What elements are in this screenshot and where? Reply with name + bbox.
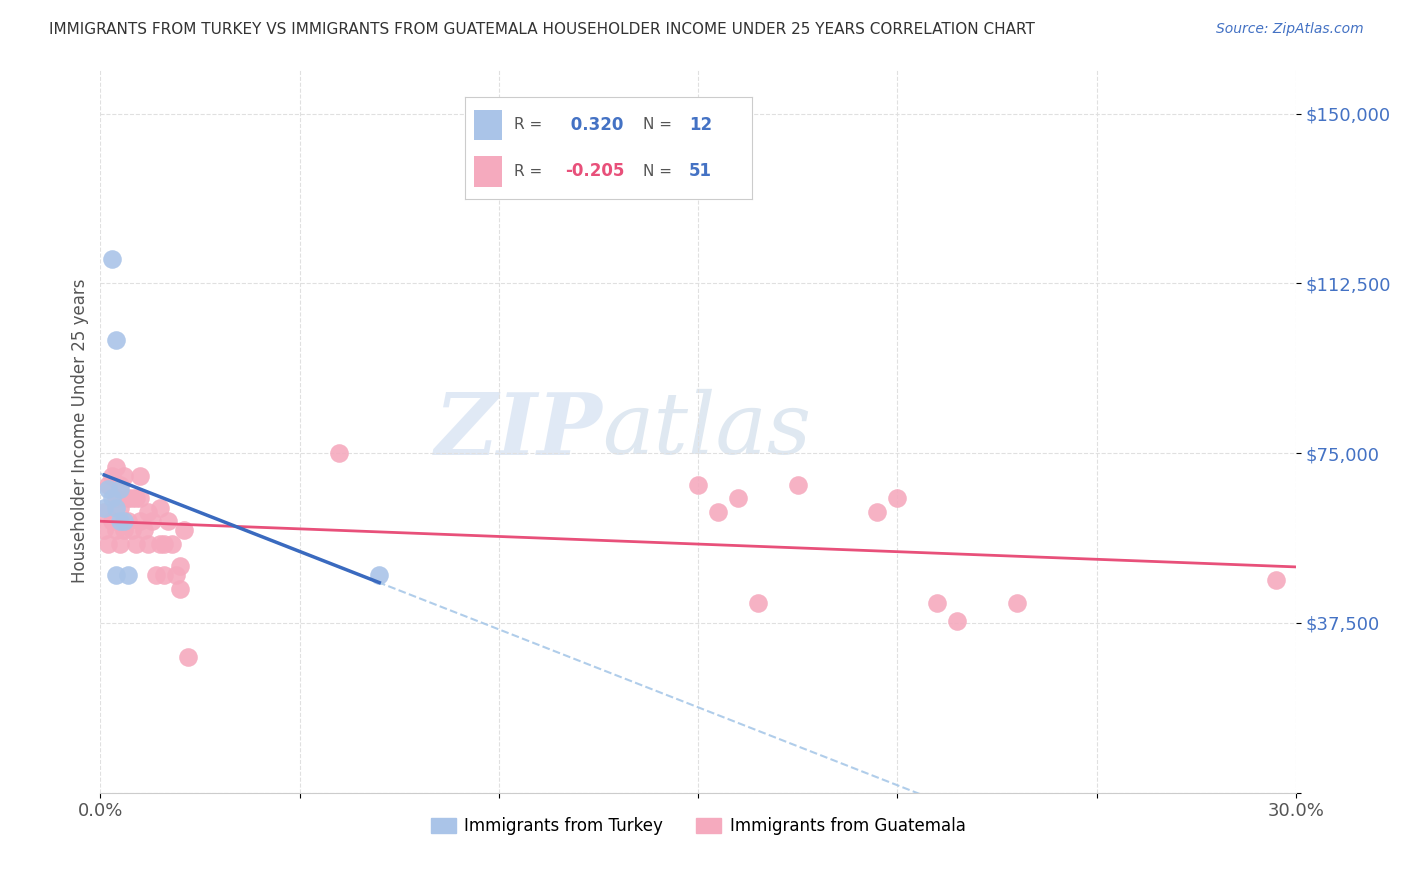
Point xyxy=(93,505,115,519)
Point xyxy=(149,537,172,551)
Point xyxy=(173,523,195,537)
Point xyxy=(169,582,191,596)
Point xyxy=(117,568,139,582)
Point xyxy=(101,491,124,506)
Text: Source: ZipAtlas.com: Source: ZipAtlas.com xyxy=(1216,22,1364,37)
Point xyxy=(101,468,124,483)
Point xyxy=(117,514,139,528)
Point xyxy=(136,505,159,519)
Point xyxy=(328,446,350,460)
Point xyxy=(105,491,128,506)
Point xyxy=(125,491,148,506)
Point xyxy=(886,491,908,506)
Point xyxy=(136,537,159,551)
Point xyxy=(105,333,128,347)
Point xyxy=(157,514,180,528)
Point xyxy=(105,568,128,582)
Point xyxy=(105,459,128,474)
Point xyxy=(707,505,730,519)
Point xyxy=(129,491,152,506)
Point xyxy=(112,514,135,528)
Point xyxy=(145,568,167,582)
Point xyxy=(110,478,132,492)
Point xyxy=(110,537,132,551)
Point xyxy=(927,596,949,610)
Point xyxy=(110,514,132,528)
Point xyxy=(97,478,120,492)
Point xyxy=(946,614,969,628)
Point xyxy=(101,514,124,528)
Point xyxy=(125,537,148,551)
Point xyxy=(93,523,115,537)
Point xyxy=(105,500,128,515)
Point xyxy=(110,483,132,497)
Point xyxy=(97,483,120,497)
Point xyxy=(121,523,143,537)
Point xyxy=(141,514,163,528)
Point xyxy=(153,537,176,551)
Point xyxy=(149,500,172,515)
Point xyxy=(129,468,152,483)
Point xyxy=(129,514,152,528)
Text: ZIP: ZIP xyxy=(434,389,602,473)
Point xyxy=(121,491,143,506)
Point xyxy=(727,491,749,506)
Point xyxy=(368,568,391,582)
Point xyxy=(866,505,889,519)
Point xyxy=(93,500,115,515)
Point xyxy=(101,252,124,266)
Point xyxy=(112,523,135,537)
Point xyxy=(1264,573,1286,587)
Point xyxy=(117,491,139,506)
Point xyxy=(165,568,187,582)
Point xyxy=(97,537,120,551)
Point xyxy=(153,568,176,582)
Point xyxy=(105,523,128,537)
Y-axis label: Householder Income Under 25 years: Householder Income Under 25 years xyxy=(72,278,89,582)
Point xyxy=(786,478,808,492)
Point xyxy=(160,537,183,551)
Legend: Immigrants from Turkey, Immigrants from Guatemala: Immigrants from Turkey, Immigrants from … xyxy=(430,817,966,835)
Point xyxy=(177,649,200,664)
Point xyxy=(134,523,156,537)
Text: atlas: atlas xyxy=(602,389,811,472)
Point xyxy=(686,478,709,492)
Point xyxy=(169,559,191,574)
Point xyxy=(1005,596,1028,610)
Point xyxy=(110,500,132,515)
Point xyxy=(747,596,769,610)
Text: IMMIGRANTS FROM TURKEY VS IMMIGRANTS FROM GUATEMALA HOUSEHOLDER INCOME UNDER 25 : IMMIGRANTS FROM TURKEY VS IMMIGRANTS FRO… xyxy=(49,22,1035,37)
Point xyxy=(112,468,135,483)
